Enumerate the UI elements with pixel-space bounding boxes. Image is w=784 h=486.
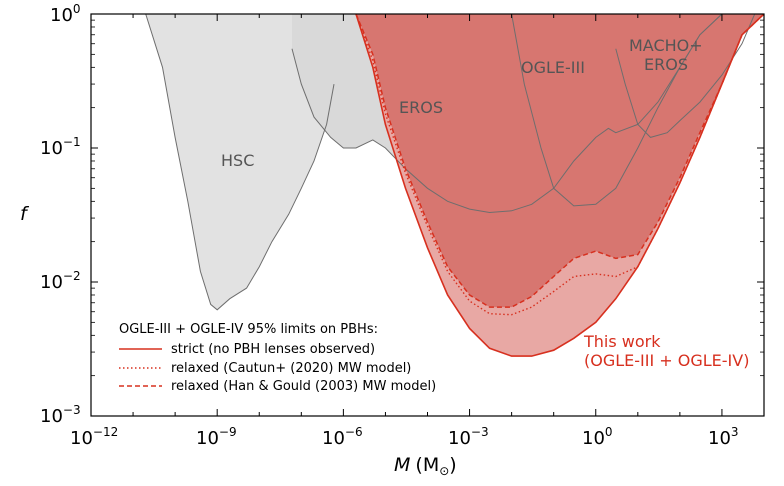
y-tick-label: 10−3 xyxy=(40,403,81,427)
plot-area xyxy=(145,14,764,357)
macho-eros-label-line1: MACHO+ xyxy=(629,36,703,55)
ogle-iii-label: OGLE-III xyxy=(521,58,585,77)
this-work-sublabel: (OGLE-III + OGLE-IV) xyxy=(584,351,749,370)
x-tick-label: 10−3 xyxy=(448,425,489,449)
hsc-boundary-line xyxy=(145,14,335,311)
legend: OGLE-III + OGLE-IV 95% limits on PBHs: s… xyxy=(119,322,436,394)
ogle-iii-line xyxy=(511,14,742,207)
legend-entry-cautun: relaxed (Cautun+ (2020) MW model) xyxy=(171,361,411,376)
macho-eros-label-line2: EROS xyxy=(644,55,688,74)
strict-limit-line xyxy=(355,14,764,357)
axis-ticks xyxy=(90,13,765,417)
x-tick-label: 10−6 xyxy=(322,425,363,449)
y-tick-label: 10−2 xyxy=(40,269,81,293)
x-tick-label: 10−12 xyxy=(70,425,118,449)
eros-label: EROS xyxy=(399,98,443,117)
x-tick-label: 100 xyxy=(582,425,613,449)
y-axis-label: f xyxy=(20,203,30,225)
x-axis-label: M (M⊙) xyxy=(394,454,457,478)
hsc-region xyxy=(145,14,334,310)
legend-entry-hangould: relaxed (Han & Gould (2003) MW model) xyxy=(171,379,436,394)
relaxed-limit-region xyxy=(356,14,764,308)
this-work-label: This work xyxy=(583,332,661,351)
han-gould-relaxed-line xyxy=(355,14,764,308)
y-tick-label: 10−1 xyxy=(40,135,81,159)
legend-entry-strict: strict (no PBH lenses observed) xyxy=(171,342,375,357)
y-tick-label: 100 xyxy=(50,2,81,26)
hsc-label: HSC xyxy=(221,151,254,170)
x-tick-label: 103 xyxy=(708,425,739,449)
cautun-relaxed-line xyxy=(355,14,764,316)
legend-title: OGLE-III + OGLE-IV 95% limits on PBHs: xyxy=(119,322,378,337)
x-tick-label: 10−9 xyxy=(196,425,237,449)
